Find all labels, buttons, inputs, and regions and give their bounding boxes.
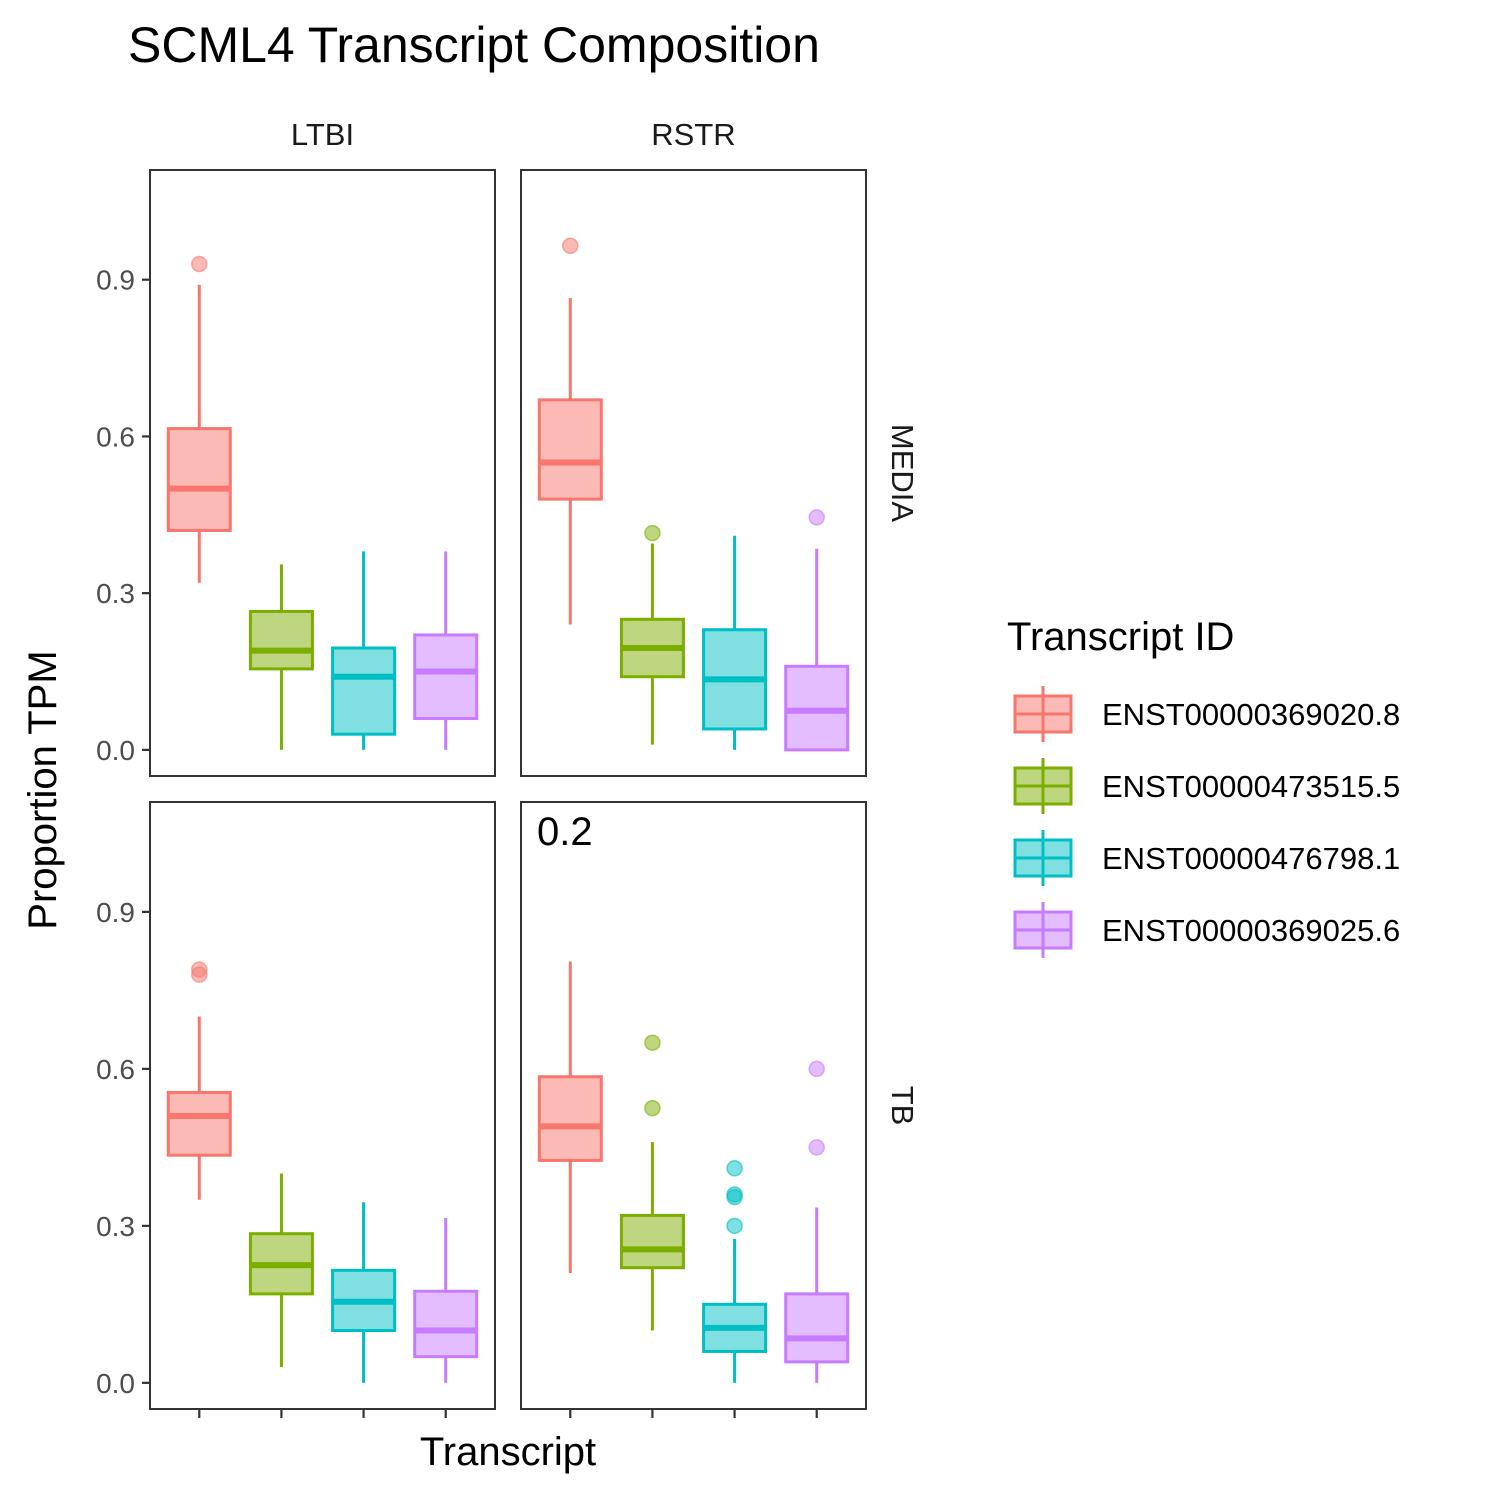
legend-label: ENST00000369025.6 [1102,913,1400,948]
box-ENST00000369025.6 [784,1060,850,1383]
box-ENST00000473515.5 [248,1173,314,1368]
box-iqr [537,398,603,501]
box-iqr [784,1292,850,1364]
box-iqr [166,427,232,532]
box-iqr [619,1213,685,1270]
box-ENST00000473515.5 [619,1034,685,1331]
chart-title: SCML4 Transcript Composition [128,17,820,73]
outlier-point [726,1217,743,1235]
y-tick-label: 0.6 [96,421,135,452]
legend-label: ENST00000476798.1 [1102,841,1400,876]
box-ENST00000369025.6 [413,1218,479,1383]
legend-item: ENST00000476798.1 [1013,830,1400,886]
y-tick-label: 0.0 [96,735,135,766]
panel-rstr-media [520,169,867,777]
strip-label-rstr: RSTR [651,117,735,152]
outlier-point [726,1186,743,1203]
panel-border [149,169,496,777]
outlier-point [191,255,208,273]
legend-label: ENST00000369020.8 [1102,697,1400,732]
legend-item: ENST00000369020.8 [1013,686,1400,742]
box-iqr [166,1090,232,1157]
box-ENST00000473515.5 [619,524,685,745]
outlier-point [562,237,579,254]
box-iqr [413,1289,479,1359]
x-axis-title: Transcript [420,1430,596,1474]
panel-ltbi-media [149,169,496,777]
legend-label: ENST00000473515.5 [1102,769,1400,804]
y-tick-label: 0.3 [96,578,135,609]
y-tick-label: 0.6 [96,1054,135,1085]
box-ENST00000369025.6 [784,509,850,752]
outlier-point [808,509,825,526]
y-tick-label: 0.3 [96,1211,135,1242]
y-tick-label: 0.9 [96,265,135,296]
panel-border [520,801,867,1410]
panel-rstr-tb: 0.2 [520,801,867,1410]
box-ENST00000476798.1 [331,1202,397,1383]
legend-item: ENST00000369025.6 [1013,902,1400,958]
y-tick-label: 0.9 [96,897,135,928]
legend-title: Transcript ID [1007,615,1234,659]
strip-label-ltbi: LTBI [291,117,354,152]
outlier-point [726,1160,743,1177]
panel-border [520,169,867,777]
box-ENST00000369020.8 [537,237,603,625]
legend-item: ENST00000473515.5 [1013,758,1400,814]
panel-ltbi-tb [149,801,496,1410]
outlier-point [644,524,661,542]
strip-label-tb: TB [885,1086,920,1126]
outlier-point [808,1060,825,1078]
facet-panels: 0.0 0.3 0.6 0.9 0.0 0.3 0.6 0.9 0.2 [96,169,867,1418]
y-axis-title: Proportion TPM [21,650,65,929]
box-iqr [413,633,479,721]
box-ENST00000476798.1 [702,535,768,750]
box-iqr [248,609,314,671]
box-ENST00000473515.5 [248,564,314,750]
outlier-point [644,1099,661,1117]
panel-border [149,801,496,1410]
box-ENST00000369025.6 [413,551,479,750]
box-ENST00000369020.8 [166,255,232,583]
box-ENST00000369020.8 [537,961,603,1273]
y-tick-label: 0.0 [96,1368,135,1399]
box-iqr [331,646,397,736]
outlier-point [808,1139,825,1156]
panel-annotation: 0.2 [537,810,593,854]
outlier-point [644,1034,661,1051]
outlier-point [191,961,208,978]
box-iqr [537,1075,603,1162]
strip-label-media: MEDIA [885,424,920,523]
box-ENST00000476798.1 [331,551,397,750]
box-ENST00000476798.1 [702,1160,768,1383]
legend: Transcript ID ENST00000369020.8 ENST00000… [1007,615,1400,958]
box-ENST00000369020.8 [166,961,232,1200]
